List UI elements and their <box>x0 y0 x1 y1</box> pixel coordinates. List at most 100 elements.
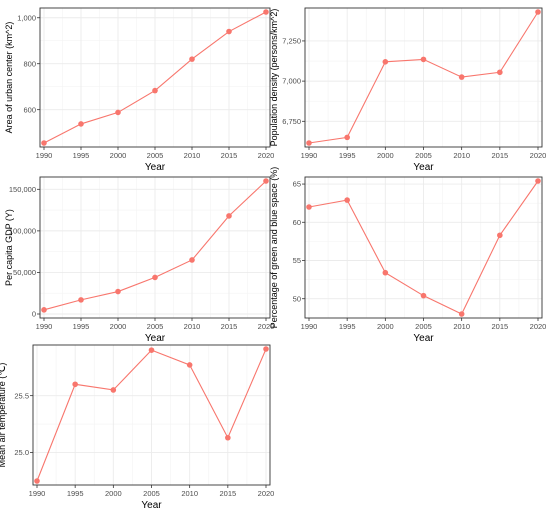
data-point <box>148 347 155 353</box>
data-point <box>78 297 84 303</box>
x-axis-title: Year <box>141 500 162 511</box>
panel-border <box>304 176 543 319</box>
y-tick-label: 7,000 <box>282 77 301 86</box>
data-point <box>226 28 232 35</box>
data-point <box>152 274 158 281</box>
data-point <box>72 381 78 388</box>
data-point <box>535 178 541 184</box>
x-tick-label: 2015 <box>221 151 238 160</box>
x-tick-label: 1995 <box>67 489 84 498</box>
x-tick-label: 2000 <box>110 151 127 160</box>
x-tick-label: 1990 <box>36 322 53 331</box>
data-point <box>189 257 195 263</box>
data-point <box>225 434 231 441</box>
data-point <box>458 74 465 80</box>
x-tick-label: 2010 <box>181 489 198 498</box>
data-point <box>110 387 117 393</box>
x-tick-label: 2010 <box>453 322 470 331</box>
x-axis-title: Year <box>145 162 166 173</box>
x-tick-label: 1990 <box>301 151 318 160</box>
chart-panel-2: 1990 1995 2000 2005 2010 2015 2020 6,750 7,000 7,… <box>269 7 547 173</box>
x-tick-label: 2005 <box>147 151 164 160</box>
data-point <box>186 362 193 368</box>
x-tick-label: 1990 <box>29 489 46 498</box>
y-tick-label: 55 <box>293 256 301 265</box>
y-tick-label: 6,750 <box>282 117 301 126</box>
y-tick-label: 7,250 <box>282 37 301 46</box>
y-tick-label: 1,000 <box>17 13 36 22</box>
panel-border <box>39 176 271 319</box>
y-axis-title: Percentage of green and blue space (%) <box>269 167 279 329</box>
y-tick-label: 25.0 <box>14 448 29 457</box>
y-tick-label: 100,000 <box>9 226 36 235</box>
data-point <box>497 69 503 76</box>
data-point <box>263 9 269 15</box>
panel-border <box>32 344 271 486</box>
panel-border <box>304 7 543 148</box>
data-point <box>115 288 121 295</box>
y-tick-label: 50,000 <box>13 268 36 277</box>
data-point <box>344 197 350 203</box>
y-tick-label: 800 <box>23 59 36 68</box>
x-tick-label: 1995 <box>73 151 90 160</box>
data-point <box>115 109 121 116</box>
x-tick-label: 2020 <box>258 322 275 331</box>
data-point <box>306 140 312 146</box>
y-tick-label: 600 <box>23 105 36 114</box>
chart-panel-5: 1990 1995 2000 2005 2010 2015 2020 25.0 25.5 Year… <box>0 344 275 511</box>
data-point <box>420 292 427 299</box>
x-tick-label: 2015 <box>491 151 508 160</box>
data-point <box>41 140 47 146</box>
y-axis-title: Population density (persons/km^2) <box>269 9 279 147</box>
x-tick-label: 2005 <box>143 489 160 498</box>
y-tick-label: 150,000 <box>9 185 36 194</box>
x-tick-label: 2015 <box>219 489 236 498</box>
data-point <box>420 56 427 63</box>
x-tick-label: 2010 <box>453 151 470 160</box>
y-axis-title: Per capita GDP (Y) <box>4 209 14 286</box>
x-tick-label: 1995 <box>339 322 356 331</box>
x-tick-label: 1995 <box>339 151 356 160</box>
x-axis-title: Year <box>145 333 166 344</box>
data-point <box>78 121 84 127</box>
x-tick-label: 2010 <box>184 322 201 331</box>
y-tick-label: 60 <box>293 218 301 227</box>
data-point <box>382 59 389 65</box>
x-tick-label: 2015 <box>221 322 238 331</box>
chart-panel-4: 1990 1995 2000 2005 2010 2015 2020 50 55 60 65 Year… <box>269 167 546 344</box>
data-point <box>152 87 158 94</box>
x-tick-label: 2020 <box>530 322 547 331</box>
x-tick-label: 2000 <box>105 489 122 498</box>
data-point <box>497 232 503 239</box>
x-tick-label: 2005 <box>415 151 432 160</box>
y-tick-label: 0 <box>32 310 36 319</box>
data-point <box>458 311 465 317</box>
x-tick-label: 1990 <box>36 151 53 160</box>
y-axis-title: Area of urban center (km^2) <box>4 22 14 134</box>
x-tick-label: 1990 <box>301 322 318 331</box>
x-tick-label: 2020 <box>258 151 275 160</box>
panel-border <box>39 7 271 148</box>
data-point <box>263 346 269 352</box>
x-tick-label: 2000 <box>377 151 394 160</box>
x-tick-label: 2000 <box>110 322 127 331</box>
y-tick-label: 65 <box>293 180 301 189</box>
x-tick-label: 2005 <box>147 322 164 331</box>
chart-panel-3: 1990 1995 2000 2005 2010 2015 2020 0 50,000 100,0… <box>4 176 275 344</box>
x-tick-label: 2020 <box>258 489 275 498</box>
x-tick-label: 2020 <box>530 151 547 160</box>
data-point <box>306 204 312 210</box>
y-axis-title: Mean air temperature (℃) <box>0 363 7 468</box>
x-axis-title: Year <box>413 333 434 344</box>
data-point <box>263 178 269 184</box>
y-tick-label: 25.5 <box>14 391 29 400</box>
x-axis-title: Year <box>413 162 434 173</box>
data-point <box>41 307 47 313</box>
x-tick-label: 2015 <box>491 322 508 331</box>
data-point <box>382 269 389 276</box>
x-tick-label: 2010 <box>184 151 201 160</box>
chart-panel-1: 1990 1995 2000 2005 2010 2015 2020 600 800 1,000 Y… <box>4 7 275 173</box>
x-tick-label: 2005 <box>415 322 432 331</box>
data-point <box>189 56 195 62</box>
